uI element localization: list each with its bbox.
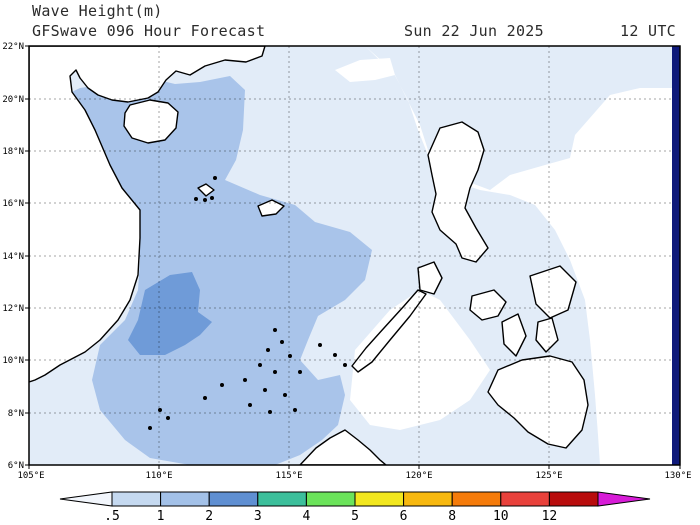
legend-min-arrow [59,491,113,507]
visayas-samar [529,265,577,319]
visayas-leyte [535,317,559,353]
latitude-labels: 22°N 20°N 18°N 16°N 14°N 12°N 10°N 8°N 6… [2,42,24,471]
visayas-panay [469,289,507,321]
legend-swatch [257,491,307,507]
coastlines [29,46,589,465]
lat-label: 6°N [8,461,24,471]
wave-band-1-2m [55,76,372,465]
legend-tick-label: 5 [351,509,359,524]
legend-tick-label: .5 [104,509,120,524]
calm-sea-sulu [350,290,490,430]
lon-label: 125°E [535,471,562,481]
legend-swatch [548,491,599,507]
legend-tick-label: 3 [254,509,262,524]
longitude-labels: 105°E 110°E 115°E 120°E 125°E 130°E [17,471,691,481]
lat-label: 20°N [2,95,24,105]
hainan-island [123,99,179,144]
mainland-coast [29,46,266,383]
forecast-date: Sun 22 Jun 2025 [404,22,544,40]
mindoro-island [417,261,443,295]
paracel-islet [197,183,215,197]
lat-label: 18°N [2,147,24,157]
legend-tick-label: 12 [542,509,558,524]
legend-swatch [354,491,405,507]
lat-label: 8°N [8,409,24,419]
legend-swatch [111,491,162,507]
map-plot-area [29,46,680,465]
palawan-island [351,289,427,373]
calm-sea-north [335,58,395,82]
legend-tick-label: 10 [493,509,509,524]
chart-title: Wave Height(m) [32,2,163,20]
color-legend: .5 1 2 3 4 5 6 8 10 12 [59,491,651,524]
forecast-model-label: GFSwave 096 Hour Forecast [32,22,266,40]
graticule [29,46,672,465]
lat-label: 10°N [2,356,24,366]
mindanao-island [487,355,589,449]
lon-label: 110°E [145,471,172,481]
legend-swatch [160,491,210,507]
legend-tick-label: 6 [400,509,408,524]
legend-swatch [403,491,453,507]
lon-label: 130°E [664,471,691,481]
visayas-negros [501,313,527,357]
wave-band-2-3m [128,272,212,355]
legend-swatch [451,491,502,507]
lat-label: 14°N [2,252,24,262]
calm-sea-east [365,46,672,465]
lat-label: 16°N [2,199,24,209]
luzon-island [427,121,489,263]
lat-label: 22°N [2,42,24,52]
legend-swatch [305,491,356,507]
legend-max-arrow [597,491,651,507]
legend-tick-label: 1 [157,509,165,524]
lon-label: 115°E [275,471,302,481]
lon-label: 105°E [17,471,44,481]
spratly-reefs [148,176,347,430]
lon-label: 120°E [405,471,432,481]
lat-label: 12°N [2,304,24,314]
borneo-coast [299,429,387,465]
legend-tick-label: 2 [205,509,213,524]
legend-tick-label: 4 [302,509,310,524]
axis-ticks [25,45,681,469]
paracel-island [257,199,285,217]
map-edge-strip [672,46,680,465]
legend-tick-label: 8 [448,509,456,524]
legend-swatch [500,491,550,507]
forecast-time: 12 UTC [620,22,676,40]
legend-swatch [208,491,259,507]
